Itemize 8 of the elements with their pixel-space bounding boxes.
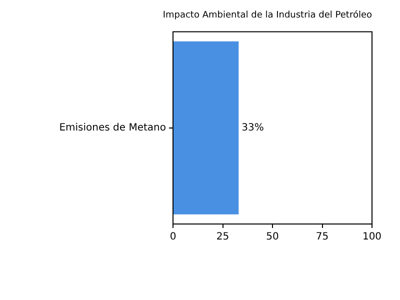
y-tick-label: Emisiones de Metano — [59, 122, 166, 134]
data-label: 33% — [242, 122, 264, 134]
x-tick-label: 50 — [266, 232, 279, 243]
x-tick-label: 100 — [362, 232, 382, 243]
chart-title: Impacto Ambiental de la Industria del Petróleo — [162, 10, 372, 21]
x-tick-label: 0 — [170, 232, 176, 243]
x-tick-label: 25 — [216, 232, 230, 243]
x-tick-label: 75 — [316, 232, 329, 243]
